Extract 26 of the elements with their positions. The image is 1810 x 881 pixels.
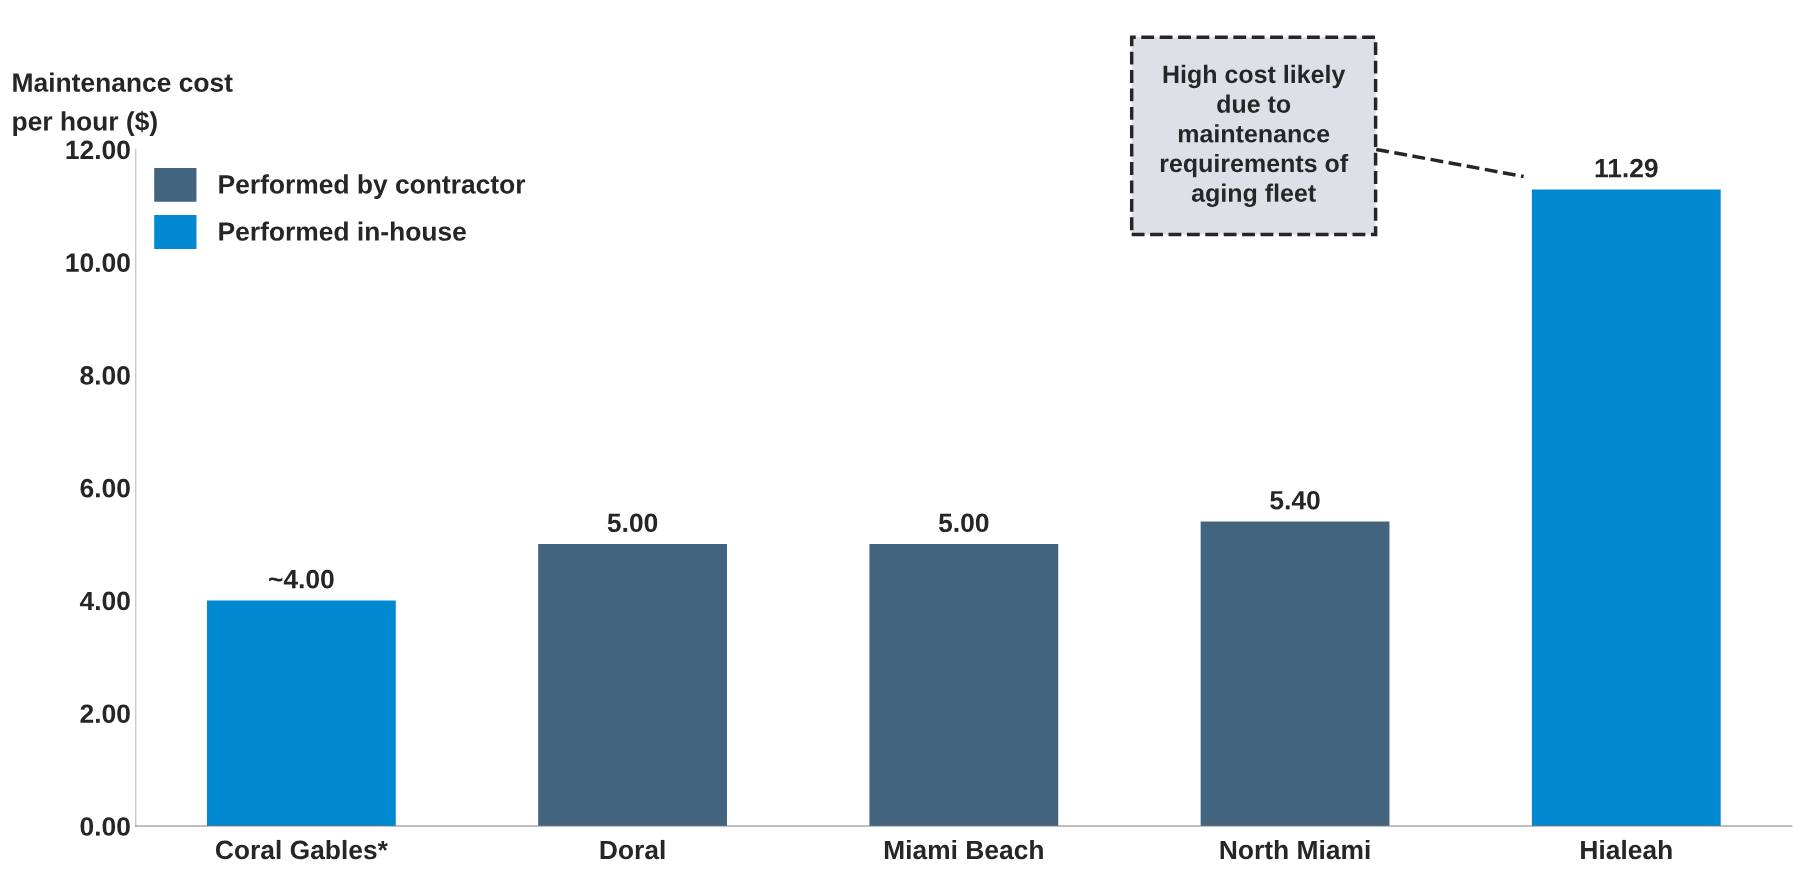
- bar: [206, 600, 396, 827]
- data-label: 5.40: [1270, 490, 1320, 510]
- legend-label: Performed by contractor: [219, 174, 526, 199]
- bar: [1531, 189, 1721, 827]
- bar: [538, 544, 727, 827]
- data-label: 5.00: [938, 513, 989, 533]
- bar: [869, 544, 1059, 827]
- x-tick-label: Miami Beach: [884, 839, 1043, 860]
- y-tick-label: 12.00: [66, 140, 130, 160]
- annotation: High cost likely due to maintenance requirements of aging fleet: [1160, 64, 1349, 207]
- data-label: 5.00: [607, 513, 658, 533]
- x-tick-label: North Miami: [1220, 839, 1370, 860]
- y-tick-label: 10.00: [66, 253, 130, 273]
- y-tick-label: 4.00: [79, 591, 130, 611]
- y-tick-label: 2.00: [80, 704, 130, 724]
- y-tick-label: 0.00: [80, 817, 130, 836]
- data-label: 11.29: [1595, 158, 1658, 178]
- y-axis-title: Maintenance cost per hour ($): [13, 72, 233, 136]
- bar: [1200, 521, 1390, 827]
- x-tick-label: Hialeah: [1581, 839, 1672, 860]
- x-tick-label: Doral: [600, 839, 665, 860]
- y-tick-label: 6.00: [80, 478, 130, 498]
- legend-label: Performed in-house: [219, 221, 466, 241]
- x-tick-label: Coral Gables*: [215, 839, 388, 860]
- data-label: ~4.00: [269, 569, 334, 589]
- y-tick-label: 8.00: [80, 366, 130, 385]
